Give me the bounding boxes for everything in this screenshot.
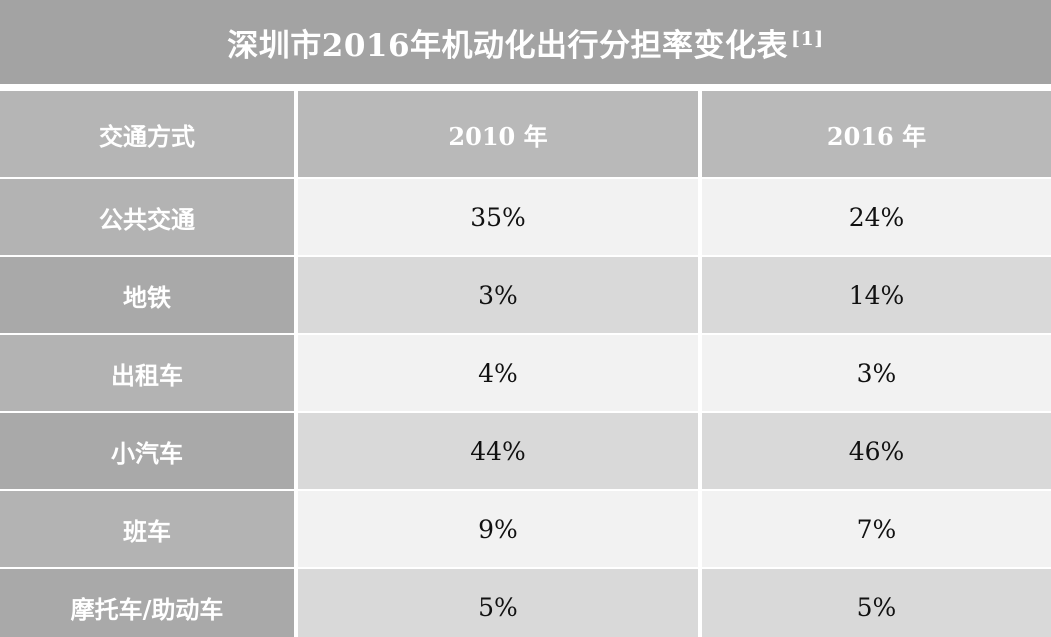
cell-metro-2010: 3% — [298, 257, 698, 333]
row-label-taxi: 出租车 — [0, 335, 294, 411]
cell-shuttle-bus-2016: 7% — [702, 491, 1051, 567]
cell-car-2016: 46% — [702, 413, 1051, 489]
cell-public-transit-2010: 35% — [298, 179, 698, 255]
row-label-car: 小汽车 — [0, 413, 294, 489]
footnote-reference: [1] — [791, 27, 824, 50]
cell-motorcycle-2016: 5% — [702, 569, 1051, 637]
mode-share-table: 交通方式 2010 年 2016 年 公共交通 35% 24% 地铁 3% 14… — [0, 91, 1051, 637]
cell-taxi-2010: 4% — [298, 335, 698, 411]
cell-motorcycle-2010: 5% — [298, 569, 698, 637]
row-label-motorcycle: 摩托车/助动车 — [0, 569, 294, 637]
row-label-metro: 地铁 — [0, 257, 294, 333]
row-label-public-transit: 公共交通 — [0, 179, 294, 255]
row-label-shuttle-bus: 班车 — [0, 491, 294, 567]
cell-taxi-2016: 3% — [702, 335, 1051, 411]
table-title-text: 深圳市2016年机动化出行分担率变化表 — [227, 27, 789, 64]
column-header-2016: 2016 年 — [702, 91, 1051, 177]
cell-shuttle-bus-2010: 9% — [298, 491, 698, 567]
cell-metro-2016: 14% — [702, 257, 1051, 333]
table-title: 深圳市2016年机动化出行分担率变化表 [1] — [227, 20, 823, 65]
column-header-2010: 2010 年 — [298, 91, 698, 177]
cell-car-2010: 44% — [298, 413, 698, 489]
title-bar: 深圳市2016年机动化出行分担率变化表 [1] — [0, 0, 1051, 84]
cell-public-transit-2016: 24% — [702, 179, 1051, 255]
column-header-mode: 交通方式 — [0, 91, 294, 177]
